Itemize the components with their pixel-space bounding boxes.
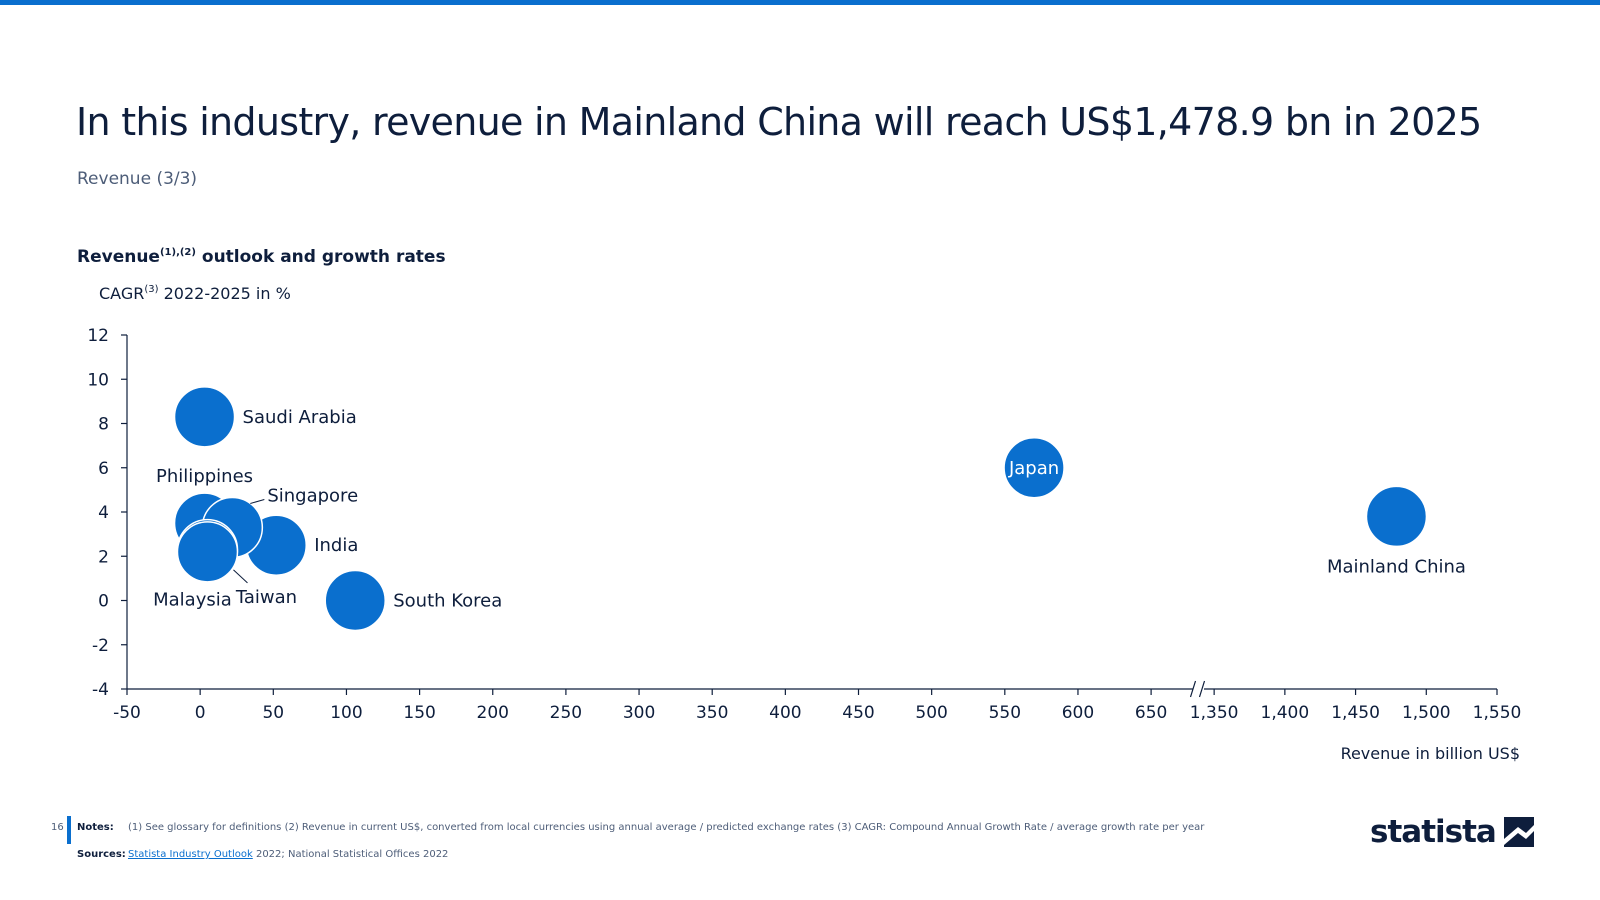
top-accent-bar [0,0,1600,5]
notes-text: (1) See glossary for definitions (2) Rev… [128,822,1205,833]
y-tick-label: 4 [98,503,109,523]
y-axis-title: CAGR(3) 2022-2025 in % [99,284,291,303]
y-tick-label: 10 [87,370,109,390]
page-subtitle: Revenue (3/3) [77,169,198,189]
x-tick-label: 350 [696,703,728,723]
chart-heading-footnote: (1),(2) [159,247,196,258]
x-tick-label: 550 [989,703,1021,723]
x-tick-label: 300 [623,703,655,723]
y-tick-label: 6 [98,459,109,479]
y-axis-title-rest: 2022-2025 in % [158,284,291,303]
axis-break-mark [1189,680,1197,698]
sources-link[interactable]: Statista Industry Outlook [128,849,253,860]
y-tick-label: 2 [98,547,109,567]
bubble-label: India [314,535,358,556]
statista-logo-wordmark: statista [1370,814,1497,850]
x-tick-label: 100 [330,703,362,723]
x-tick-label: 400 [769,703,801,723]
notes-accent-rule [67,816,71,844]
x-tick-label: 1,550 [1473,703,1522,723]
bubble-label: Taiwan [235,587,297,608]
bubble-label: South Korea [393,591,502,612]
y-tick-label: -2 [92,636,109,656]
sources-label: Sources: [77,849,126,860]
x-tick-label: 600 [1062,703,1094,723]
notes-label: Notes: [77,822,114,833]
bubble-point [324,569,386,632]
chart-heading-main: Revenue [77,247,160,267]
bubble-label: Saudi Arabia [243,407,357,428]
sources-rest: 2022; National Statistical Offices 2022 [252,849,449,860]
bubble-point [176,521,239,583]
page-title: In this industry, revenue in Mainland Ch… [76,100,1482,144]
y-tick-label: 12 [87,326,109,346]
page-number: 16 [51,822,64,833]
x-tick-label: 250 [550,703,582,723]
leader-line [250,499,265,504]
bubble-label: Mainland China [1327,556,1466,577]
bubble-label: Singapore [267,485,358,506]
x-tick-label: 500 [915,703,947,723]
leader-line [233,569,248,584]
bubble-label: Japan [1008,458,1059,479]
statista-logo-icon [1503,817,1534,847]
x-tick-label: 200 [477,703,509,723]
x-tick-label: 450 [842,703,874,723]
x-tick-label: 50 [262,703,284,723]
bubble-label: Philippines [156,466,253,487]
y-tick-label: 0 [98,592,109,612]
x-tick-label: 1,500 [1402,703,1451,723]
x-tick-label: 150 [403,703,435,723]
x-axis-title: Revenue in billion US$ [1340,744,1520,763]
statista-logo: statista [1370,812,1534,852]
bubble-point [173,386,236,448]
x-tick-label: 1,400 [1261,703,1310,723]
axis-break-mark [1198,680,1206,698]
x-tick-label: 650 [1135,703,1167,723]
y-tick-label: -4 [92,680,109,700]
y-tick-label: 8 [98,415,109,435]
x-tick-label: 0 [195,703,206,723]
y-axis-title-footnote: (3) [144,284,159,295]
bubble-point [1365,485,1428,548]
chart-heading: Revenue(1),(2) outlook and growth rates [77,247,446,267]
sources-text: Statista Industry Outlook 2022; National… [128,849,448,860]
bubble-point [1003,437,1065,499]
y-axis-title-main: CAGR [99,284,145,303]
chart-heading-rest: outlook and growth rates [195,247,446,267]
x-tick-label: 1,450 [1331,703,1380,723]
bubble-label: Malaysia [153,590,232,611]
x-tick-label: -50 [113,703,141,723]
x-tick-label: 1,350 [1190,703,1239,723]
